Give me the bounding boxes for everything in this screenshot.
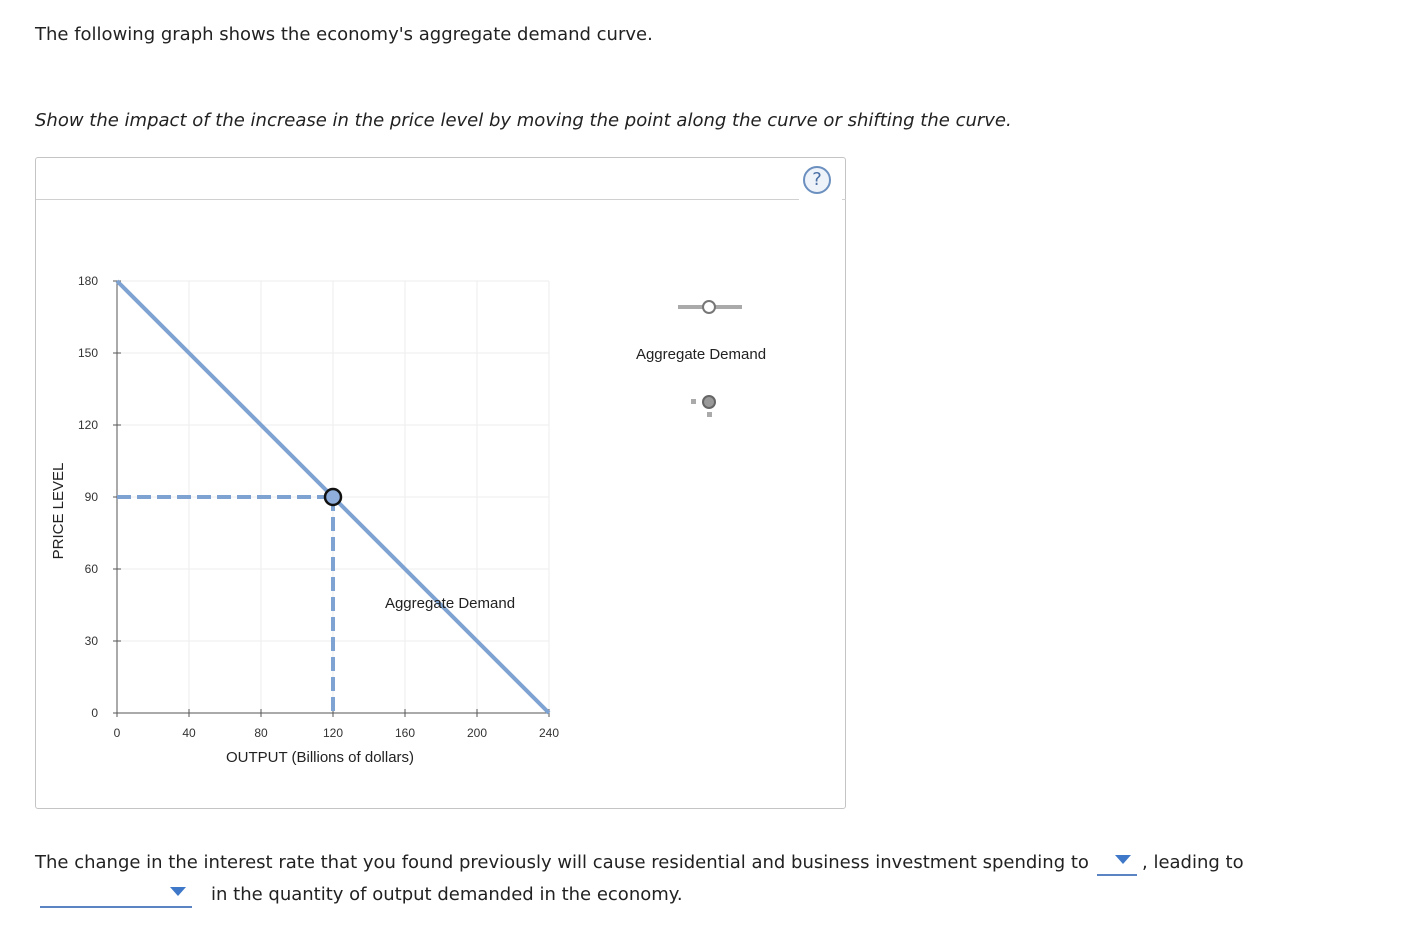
y-tick-label: 90 — [85, 490, 99, 504]
x-tick-label: 80 — [254, 726, 268, 740]
y-tick-label: 30 — [85, 634, 99, 648]
panel-divider-right — [842, 199, 846, 200]
x-tick-label: 120 — [323, 726, 343, 740]
chevron-down-icon — [1115, 855, 1131, 864]
aggregate-demand-chart: 0 40 80 120 160 200 240 0 30 60 90 120 150 180 OUTPUT… — [50, 274, 766, 766]
y-tick-label: 120 — [78, 418, 98, 432]
palette-label-aggregate-demand: Aggregate Demand — [636, 346, 766, 363]
panel-divider — [36, 199, 799, 200]
output-change-dropdown[interactable] — [40, 882, 192, 908]
palette-point-marker-icon — [702, 395, 716, 409]
y-tick-label: 150 — [78, 346, 98, 360]
x-tick-label: 40 — [182, 726, 196, 740]
x-tick-label: 240 — [539, 726, 559, 740]
curve-label: Aggregate Demand — [385, 595, 515, 612]
y-axis-title: PRICE LEVEL — [50, 463, 67, 560]
palette-hollow-point-icon — [702, 300, 716, 314]
palette-dash-below-icon — [707, 412, 712, 417]
x-tick-label: 0 — [114, 726, 121, 740]
graph-panel: ? 0 40 80 120 160 200 240 0 30 60 90 120 150 180 OUTP… — [35, 157, 846, 809]
chevron-down-icon — [170, 887, 186, 896]
x-tick-label: 160 — [395, 726, 415, 740]
y-tick-label: 60 — [85, 562, 99, 576]
dashed-guides — [117, 495, 335, 713]
help-icon[interactable]: ? — [803, 166, 831, 194]
palette-dash-left-icon — [691, 399, 696, 404]
series-layer[interactable] — [115, 279, 551, 715]
sentence-part1: The change in the interest rate that you… — [35, 852, 1089, 873]
intro-text: The following graph shows the economy's … — [35, 24, 653, 45]
y-tick-label: 180 — [78, 274, 98, 288]
palette-line-tool[interactable] — [678, 300, 742, 314]
sentence-part2: , leading to — [1142, 852, 1244, 873]
equilibrium-point-marker[interactable] — [323, 487, 343, 507]
spending-change-dropdown[interactable] — [1097, 850, 1137, 876]
y-tick-label: 0 — [91, 706, 98, 720]
x-axis-title: OUTPUT (Billions of dollars) — [226, 749, 414, 766]
instruction-text: Show the impact of the increase in the p… — [35, 110, 1012, 131]
palette-point-tool[interactable] — [691, 395, 716, 417]
sentence-part3: in the quantity of output demanded in th… — [211, 884, 683, 905]
x-tick-label: 200 — [467, 726, 487, 740]
tick-labels: 0 40 80 120 160 200 240 0 30 60 90 120 150 180 — [78, 274, 559, 740]
